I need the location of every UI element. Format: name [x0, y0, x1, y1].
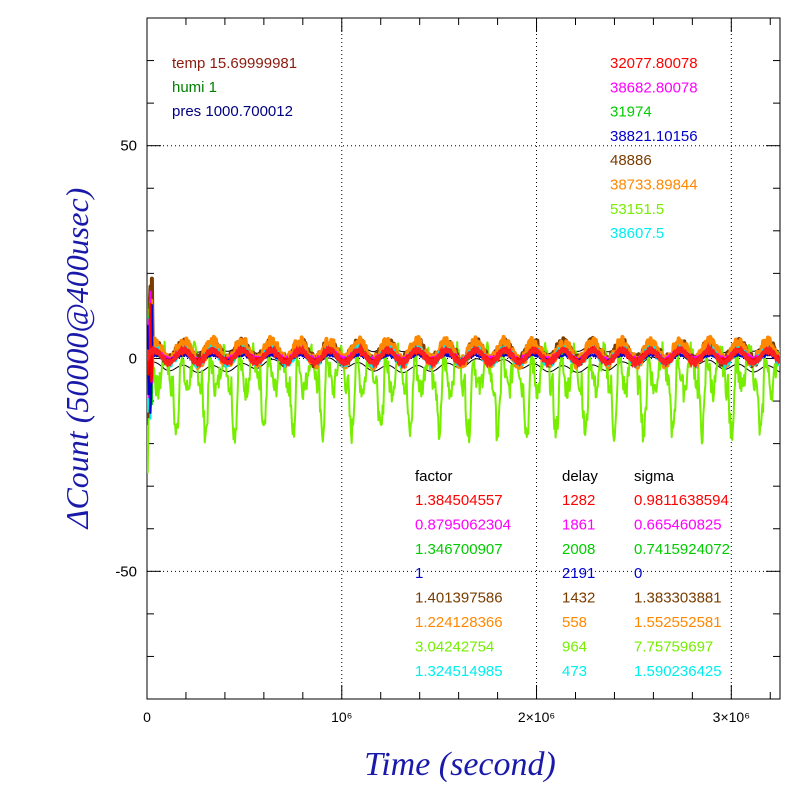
base-value-4: 48886 — [610, 152, 652, 169]
y-axis-label: ΔCount (50000@400usec) — [59, 188, 95, 531]
delay-7: 473 — [562, 663, 587, 680]
conditions-legend: temp 15.69999981 humi 1 pres 1000.700012 — [172, 55, 297, 120]
y-tick-label-0: 50 — [120, 138, 137, 155]
sigma-6: 7.75759697 — [634, 638, 713, 655]
delay-6: 964 — [562, 638, 587, 655]
condition-0: temp 15.69999981 — [172, 55, 297, 72]
sigma-4: 1.383303881 — [634, 590, 722, 607]
x-tick-label-2: 2×10⁶ — [518, 709, 555, 725]
sigma-1: 0.665460825 — [634, 516, 722, 533]
sigma-7: 1.590236425 — [634, 663, 722, 680]
factor-3: 1 — [415, 565, 423, 582]
y-tick-label-1: 0 — [129, 351, 137, 368]
delay-0: 1282 — [562, 492, 595, 509]
delay-header: delay — [562, 468, 598, 485]
condition-2: pres 1000.700012 — [172, 103, 293, 120]
x-tick-label-0: 0 — [143, 709, 151, 725]
factor-5: 1.224128366 — [415, 614, 503, 631]
sigma-2: 0.7415924072 — [634, 541, 730, 558]
base-value-5: 38733.89844 — [610, 177, 698, 194]
sigma-3: 0 — [634, 565, 642, 582]
factor-7: 1.324514985 — [415, 663, 503, 680]
base-value-1: 38682.80078 — [610, 79, 698, 96]
base-values-legend: 32077.80078 38682.80078 31974 38821.10156 48… — [610, 55, 698, 242]
x-tick-label-1: 10⁶ — [331, 709, 352, 725]
base-value-2: 31974 — [610, 104, 652, 121]
base-value-6: 53151.5 — [610, 201, 664, 218]
smoothed-line — [147, 342, 780, 370]
x-tick-label-3: 3×10⁶ — [713, 709, 750, 725]
base-value-7: 38607.5 — [610, 225, 664, 242]
delay-1: 1861 — [562, 516, 595, 533]
factor-1: 0.8795062304 — [415, 516, 511, 533]
data-lines — [147, 276, 780, 474]
y-tick-label-2: -50 — [115, 563, 137, 580]
factor-6: 3.04242754 — [415, 638, 494, 655]
factor-0: 1.384504557 — [415, 492, 503, 509]
y-tick-labels: 50 0 -50 — [115, 138, 137, 581]
sigma-5: 1.552552581 — [634, 614, 722, 631]
delay-5: 558 — [562, 614, 587, 631]
sigma-0: 0.9811638594 — [634, 492, 729, 509]
delay-3: 2191 — [562, 565, 595, 582]
base-value-3: 38821.10156 — [610, 128, 698, 145]
base-value-0: 32077.80078 — [610, 55, 698, 72]
factor-header: factor — [415, 468, 453, 485]
factor-2: 1.346700907 — [415, 541, 503, 558]
delay-4: 1432 — [562, 590, 595, 607]
delay-2: 2008 — [562, 541, 595, 558]
x-tick-labels: 0 10⁶ 2×10⁶ 3×10⁶ — [143, 709, 750, 725]
sigma-header: sigma — [634, 468, 675, 485]
factor-table: factor delay sigma 1.384504557 1282 0.9811… — [415, 468, 730, 680]
factor-4: 1.401397586 — [415, 590, 503, 607]
condition-1: humi 1 — [172, 79, 217, 96]
x-axis-label: Time (second) — [364, 746, 556, 783]
